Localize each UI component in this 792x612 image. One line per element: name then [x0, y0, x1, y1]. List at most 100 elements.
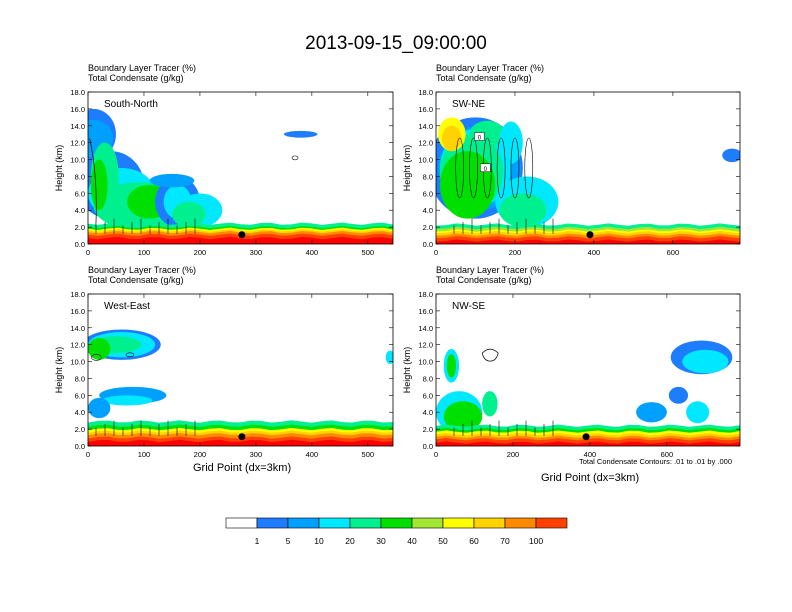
xtick-label: 200: [194, 248, 207, 257]
ytick-label: 10.0: [70, 156, 85, 165]
panel-label: West-East: [104, 301, 150, 312]
tracer-blob: [446, 353, 457, 378]
panel-field: [88, 294, 393, 446]
tracer-blob: [149, 173, 195, 188]
tracer-blob: [283, 130, 318, 138]
xtick-label: 400: [588, 248, 601, 257]
ytick-label: 8.0: [423, 374, 433, 383]
xtick-label: 300: [250, 248, 263, 257]
panel-field: 00: [436, 92, 740, 244]
xtick-label: 0: [434, 450, 438, 459]
xtick-label: 600: [667, 248, 680, 257]
figure-title: 2013-09-15_09:00:00: [305, 33, 487, 54]
condensate-contour: [481, 348, 499, 362]
surface-band: [436, 441, 740, 446]
xtick-label: 0: [434, 248, 438, 257]
condensate-contour: [496, 137, 506, 199]
colorbar-cell: [442, 517, 475, 529]
xtick-label: 200: [194, 450, 207, 459]
contour-label-box: [480, 163, 491, 173]
surface-band: [88, 439, 393, 446]
colorbar-cell: [287, 517, 320, 529]
tracer-blob: [668, 386, 689, 404]
panel-label: SW-NE: [452, 99, 485, 110]
ytick-label: 16.0: [418, 105, 433, 114]
colorbar-cell: [473, 517, 506, 529]
xtick-label: 200: [507, 450, 520, 459]
ytick-label: 10.0: [418, 358, 433, 367]
xtick-label: 100: [138, 450, 151, 459]
panel3-xlabel: Grid Point (dx=3km): [193, 462, 292, 474]
panel2-header-condensate: Total Condensate (g/kg): [436, 73, 532, 83]
panel-field: [88, 92, 393, 244]
condensate-contour: [469, 137, 478, 199]
panel3-header-condensate: Total Condensate (g/kg): [88, 275, 184, 285]
ylabel: Height (km): [402, 145, 412, 192]
ytick-label: 18.0: [418, 88, 433, 97]
ytick-label: 14.0: [418, 122, 433, 131]
ytick-label: 10.0: [418, 156, 433, 165]
ytick-label: 12.0: [418, 139, 433, 148]
xtick-label: 300: [250, 450, 263, 459]
colorbar-label: 5: [286, 536, 291, 546]
panel-2: 00SW-NE0.02.04.06.08.010.012.014.016.018…: [402, 88, 741, 257]
surface-band: [88, 236, 393, 244]
xtick-label: 400: [584, 450, 597, 459]
ytick-label: 2.0: [423, 425, 433, 434]
panel-field: [436, 294, 740, 446]
colorbar-cell: [256, 517, 289, 529]
colorbar-cell: [349, 517, 382, 529]
ytick-label: 2.0: [75, 425, 85, 434]
panel2-header: Boundary Layer Tracer (%) Total Condensa…: [436, 63, 544, 83]
tracer-blob: [441, 125, 462, 152]
colorbar-cell: [225, 517, 258, 529]
ytick-label: 6.0: [423, 391, 433, 400]
ytick-label: 12.0: [70, 341, 85, 350]
colorbar-cell: [411, 517, 444, 529]
tracer-blob: [682, 349, 729, 374]
colorbar-label: 100: [529, 536, 543, 546]
panel-label: NW-SE: [452, 301, 485, 312]
colorbar-cell: [318, 517, 351, 529]
colorbar-label: 70: [500, 536, 510, 546]
panel4-header-condensate: Total Condensate (g/kg): [436, 275, 532, 285]
ytick-label: 6.0: [75, 189, 85, 198]
panel-frame: [87, 91, 394, 245]
tracer-blob: [686, 401, 710, 424]
colorbar-label: 1: [255, 536, 260, 546]
ytick-label: 16.0: [70, 105, 85, 114]
tracer-blob: [171, 201, 206, 228]
ytick-label: 0.0: [423, 442, 433, 451]
contour-note: Total Condensate Contours: .01 to .01 by…: [579, 457, 733, 466]
ytick-label: 18.0: [418, 290, 433, 299]
ylabel: Height (km): [402, 347, 412, 394]
ytick-label: 12.0: [418, 341, 433, 350]
ytick-label: 14.0: [418, 324, 433, 333]
ytick-label: 0.0: [75, 240, 85, 249]
xtick-label: 400: [306, 450, 319, 459]
ytick-label: 16.0: [70, 307, 85, 316]
colorbar-cell: [380, 517, 413, 529]
colorbar-label: 60: [469, 536, 479, 546]
condensate-contour: [524, 137, 534, 199]
ytick-label: 18.0: [70, 88, 85, 97]
ylabel: Height (km): [54, 145, 64, 192]
contour-label: 0: [478, 136, 482, 142]
ytick-label: 4.0: [423, 206, 433, 215]
tracer-blob: [499, 193, 547, 228]
panel4-header: Boundary Layer Tracer (%) Total Condensa…: [436, 265, 544, 285]
tracer-blob: [385, 350, 393, 365]
xtick-label: 500: [362, 450, 375, 459]
panel-frame: [87, 293, 394, 447]
colorbar: 1 5 10 20 30 40 50 60 70 100: [225, 517, 568, 546]
colorbar-label: 20: [345, 536, 355, 546]
ytick-label: 4.0: [423, 408, 433, 417]
condensate-contour: [510, 137, 520, 199]
tracer-blob: [439, 151, 496, 219]
location-marker: [586, 231, 594, 239]
colorbar-label: 10: [314, 536, 324, 546]
ytick-label: 4.0: [75, 408, 85, 417]
ytick-label: 6.0: [423, 189, 433, 198]
colorbar-cell: [504, 517, 537, 529]
